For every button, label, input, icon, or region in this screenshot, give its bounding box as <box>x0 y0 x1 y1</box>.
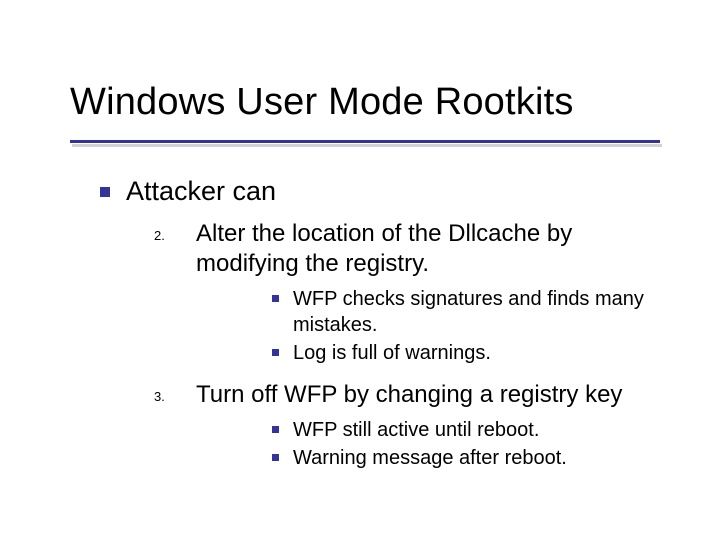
slide: Windows User Mode Rootkits Attacker can … <box>0 0 720 540</box>
square-bullet-icon <box>272 349 279 356</box>
item-number: 3. <box>154 390 172 403</box>
square-bullet-icon <box>272 454 279 461</box>
numbered-item: 2. Alter the location of the Dllcache by… <box>154 219 670 280</box>
title-rule-shadow <box>72 144 662 147</box>
sub-list: WFP checks signatures and finds many mis… <box>272 286 670 366</box>
square-bullet-icon <box>272 426 279 433</box>
bullet-level0: Attacker can <box>100 175 670 209</box>
numbered-list: 2. Alter the location of the Dllcache by… <box>154 219 670 471</box>
sub-text: Log is full of warnings. <box>293 340 491 366</box>
numbered-item: 3. Turn off WFP by changing a registry k… <box>154 380 670 411</box>
item-number: 2. <box>154 229 172 242</box>
square-bullet-icon <box>100 187 110 197</box>
sub-text: WFP checks signatures and finds many mis… <box>293 286 670 338</box>
title-rule <box>70 140 660 143</box>
item-text: Turn off WFP by changing a registry key <box>196 380 622 411</box>
sub-list: WFP still active until reboot. Warning m… <box>272 417 670 471</box>
slide-title: Windows User Mode Rootkits <box>70 82 574 124</box>
sub-item: WFP checks signatures and finds many mis… <box>272 286 670 338</box>
sub-item: Warning message after reboot. <box>272 445 670 471</box>
item-text: Alter the location of the Dllcache by mo… <box>196 219 670 280</box>
sub-item: WFP still active until reboot. <box>272 417 670 443</box>
slide-body: Attacker can 2. Alter the location of th… <box>100 175 670 485</box>
sub-text: WFP still active until reboot. <box>293 417 539 443</box>
sub-item: Log is full of warnings. <box>272 340 670 366</box>
level0-text: Attacker can <box>126 175 276 209</box>
square-bullet-icon <box>272 295 279 302</box>
sub-text: Warning message after reboot. <box>293 445 567 471</box>
